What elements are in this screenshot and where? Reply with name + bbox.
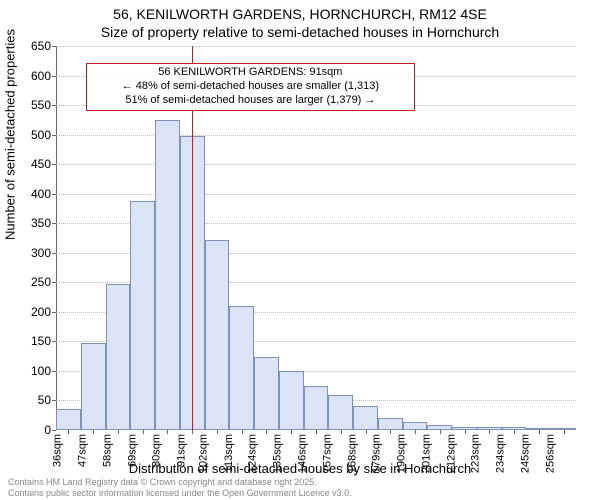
x-tick-mark [143,430,144,434]
x-tick-mark [440,430,441,434]
bar [353,406,378,430]
bar [279,371,304,430]
x-tick-mark [465,430,466,434]
y-tick-label: 100 [31,364,51,378]
y-tick-mark [52,430,56,431]
y-tick-mark [52,194,56,195]
y-tick-label: 350 [31,216,51,230]
x-tick-mark [266,430,267,434]
x-tick-mark [539,430,540,434]
x-tick-mark [489,430,490,434]
x-tick-mark [68,430,69,434]
x-tick-mark [118,430,119,434]
plot-area: 56 KENILWORTH GARDENS: 91sqm ← 48% of se… [56,46,576,430]
y-tick-label: 650 [31,39,51,53]
y-tick-mark [52,341,56,342]
callout-line-1: 56 KENILWORTH GARDENS: 91sqm [91,66,410,80]
y-tick-mark [52,46,56,47]
y-tick-label: 300 [31,246,51,260]
y-tick-label: 450 [31,157,51,171]
y-tick-mark [52,76,56,77]
footer-attribution: Contains HM Land Registry data © Crown c… [8,477,352,498]
title-line-2: Size of property relative to semi-detach… [0,24,600,42]
x-tick-mark [564,430,565,434]
y-tick-mark [52,253,56,254]
y-tick-mark [52,223,56,224]
bar [254,357,279,430]
y-tick-label: 400 [31,187,51,201]
y-tick-label: 50 [38,393,51,407]
x-tick-mark [192,430,193,434]
y-tick-mark [52,282,56,283]
y-tick-mark [52,312,56,313]
y-tick-mark [52,135,56,136]
bar [205,240,230,430]
bar [378,418,403,430]
x-tick-mark [93,430,94,434]
y-tick-label: 550 [31,98,51,112]
x-tick-mark [415,430,416,434]
title-line-1: 56, KENILWORTH GARDENS, HORNCHURCH, RM12… [0,6,600,24]
y-axis-label: Number of semi-detached properties [3,29,18,240]
x-tick-mark [217,430,218,434]
chart-container: 56, KENILWORTH GARDENS, HORNCHURCH, RM12… [0,0,600,500]
y-tick-mark [52,371,56,372]
x-tick-mark [291,430,292,434]
x-tick-mark [167,430,168,434]
x-tick-mark [242,430,243,434]
bar [304,386,329,430]
y-tick-label: 0 [44,423,51,437]
bar [130,201,155,430]
callout-box: 56 KENILWORTH GARDENS: 91sqm ← 48% of se… [86,63,415,110]
x-tick-mark [316,430,317,434]
y-tick-label: 250 [31,275,51,289]
x-tick-mark [390,430,391,434]
y-tick-mark [52,105,56,106]
bar [106,284,131,431]
bar [403,422,428,430]
x-tick-mark [514,430,515,434]
x-tick-mark [366,430,367,434]
x-axis-label: Distribution of semi-detached houses by … [0,461,600,476]
x-tick-mark [341,430,342,434]
bar [328,395,353,430]
y-tick-label: 500 [31,128,51,142]
chart-title: 56, KENILWORTH GARDENS, HORNCHURCH, RM12… [0,0,600,41]
bar [56,409,81,430]
bar [155,120,180,430]
footer-line-1: Contains HM Land Registry data © Crown c… [8,477,352,487]
bar [81,343,106,430]
y-tick-label: 600 [31,69,51,83]
y-tick-mark [52,400,56,401]
footer-line-2: Contains public sector information licen… [8,488,352,498]
y-tick-mark [52,164,56,165]
bar [229,306,254,430]
callout-line-2: ← 48% of semi-detached houses are smalle… [91,80,410,94]
y-tick-label: 150 [31,334,51,348]
callout-line-3: 51% of semi-detached houses are larger (… [91,94,410,108]
y-tick-label: 200 [31,305,51,319]
